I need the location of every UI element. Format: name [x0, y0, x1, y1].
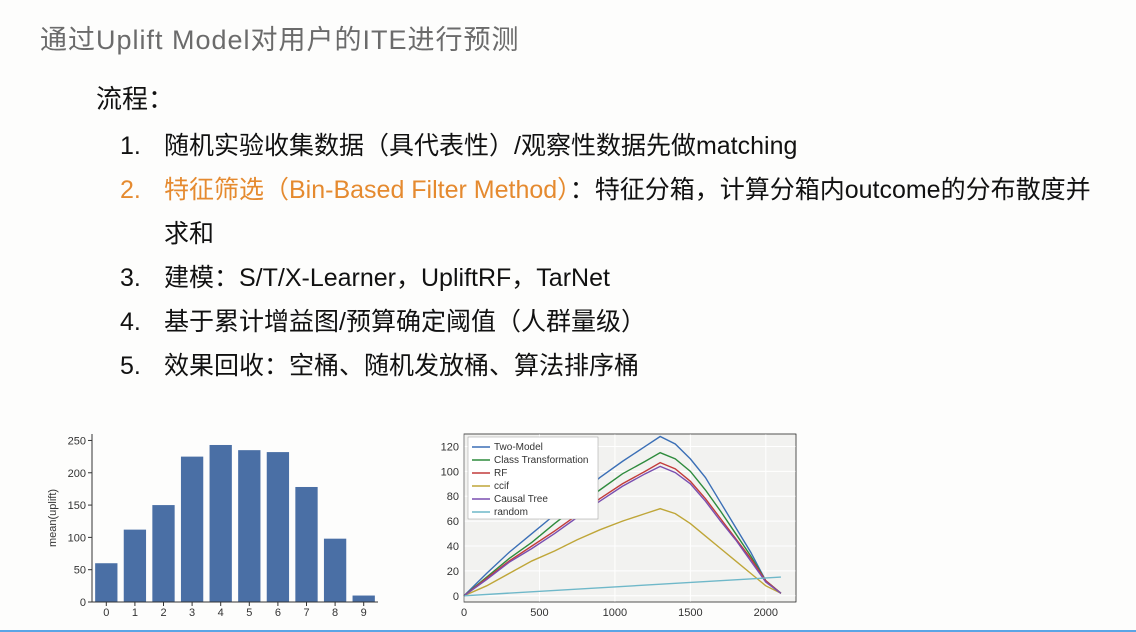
svg-text:50: 50: [74, 565, 86, 577]
svg-text:200: 200: [68, 468, 86, 480]
svg-text:8: 8: [332, 607, 338, 619]
svg-text:Causal Tree: Causal Tree: [494, 494, 548, 505]
svg-text:100: 100: [441, 466, 459, 478]
svg-text:ccif: ccif: [494, 481, 509, 492]
svg-text:Two-Model: Two-Model: [494, 442, 543, 453]
svg-text:4: 4: [218, 607, 224, 619]
svg-text:7: 7: [303, 607, 309, 619]
svg-text:1000: 1000: [603, 607, 627, 619]
svg-text:0: 0: [103, 607, 109, 619]
svg-text:mean(uplift): mean(uplift): [47, 489, 59, 547]
line-chart: 0 20 40 60 80 100 120 0 500 1000 1500 2000 Two-Model…: [424, 426, 804, 626]
flow-item-4: 基于累计增益图/预算确定阈值（人群量级）: [120, 300, 1096, 344]
flow-item-2: 特征筛选（Bin-Based Filter Method）：特征分箱，计算分箱内…: [120, 168, 1096, 256]
svg-text:1: 1: [132, 607, 138, 619]
svg-text:40: 40: [447, 541, 459, 553]
bar-chart: 0 50 100 150 200 250 0 1 2 3 4 5 6 7 8 9 mean(uplift): [44, 426, 384, 626]
svg-text:5: 5: [246, 607, 252, 619]
flow-item-text: 基于累计增益图/预算确定阈值（人群量级）: [164, 308, 646, 336]
svg-text:RF: RF: [494, 468, 507, 479]
svg-text:9: 9: [361, 607, 367, 619]
flow-item-text: 效果回收：空桶、随机发放桶、算法排序桶: [164, 352, 639, 380]
flow-list: 随机实验收集数据（具代表性）/观察性数据先做matching 特征筛选（Bin-…: [120, 124, 1096, 388]
flow-item-1: 随机实验收集数据（具代表性）/观察性数据先做matching: [120, 124, 1096, 168]
svg-text:0: 0: [80, 597, 86, 609]
svg-text:random: random: [494, 507, 528, 518]
flow-item-3: 建模：S/T/X-Learner，UpliftRF，TarNet: [120, 256, 1096, 300]
svg-text:Class Transformation: Class Transformation: [494, 455, 588, 466]
svg-text:250: 250: [68, 435, 86, 447]
svg-text:0: 0: [461, 607, 467, 619]
svg-text:100: 100: [68, 532, 86, 544]
flow-item-5: 效果回收：空桶、随机发放桶、算法排序桶: [120, 344, 1096, 388]
svg-text:150: 150: [68, 500, 86, 512]
svg-text:80: 80: [447, 491, 459, 503]
svg-text:6: 6: [275, 607, 281, 619]
svg-text:60: 60: [447, 516, 459, 528]
svg-text:1500: 1500: [678, 607, 702, 619]
svg-text:500: 500: [530, 607, 548, 619]
flow-label: 流程：: [96, 79, 1096, 116]
flow-item-text: 随机实验收集数据（具代表性）/观察性数据先做matching: [164, 132, 797, 160]
slide-title: 通过Uplift Model对用户的ITE进行预测: [40, 18, 1096, 57]
charts-row: 0501001502002500123456789mean(uplift) 02…: [44, 426, 804, 626]
svg-text:2000: 2000: [754, 607, 778, 619]
svg-text:3: 3: [189, 607, 195, 619]
svg-text:0: 0: [453, 591, 459, 603]
flow-item-highlight: 特征筛选（Bin-Based Filter Method）: [164, 176, 570, 204]
svg-text:120: 120: [441, 441, 459, 453]
svg-text:2: 2: [160, 607, 166, 619]
svg-text:20: 20: [447, 566, 459, 578]
flow-item-text: 建模：S/T/X-Learner，UpliftRF，TarNet: [164, 264, 610, 292]
